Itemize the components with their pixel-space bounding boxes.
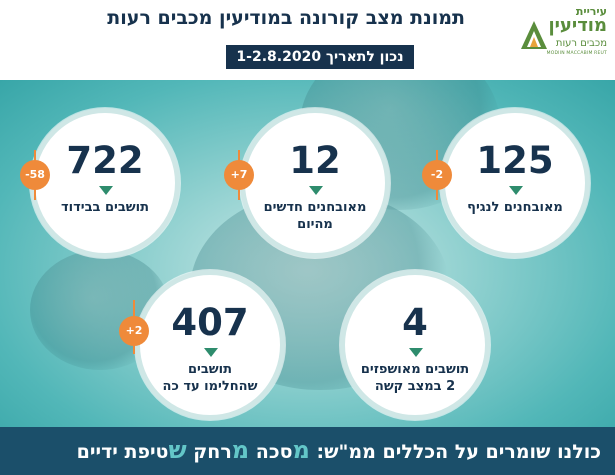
city-logo: עיריית מודיעין מכבים רעות MODIIN MACCABI… bbox=[521, 5, 611, 69]
logo-line-1: עיריית bbox=[575, 5, 607, 18]
stat-recovered: 407 תושבים שהחלימו עד כה bbox=[135, 270, 285, 420]
change-badge: +2 bbox=[119, 316, 149, 346]
city-emblem-icon bbox=[521, 21, 547, 49]
stat-label-line-2: 2 במצב קשה bbox=[374, 379, 456, 394]
footer-highlight-letter: מ bbox=[231, 436, 250, 464]
logo-line-4: MODIIN MACCABIM REUT bbox=[546, 51, 607, 56]
stat-label: מאובחנים חדשים מהיום bbox=[255, 199, 375, 233]
footer-highlight-letter: מ bbox=[292, 436, 310, 464]
stat-isolation: 722 תושבים בבידוד bbox=[30, 108, 180, 258]
stat-label-line-2: מהיום bbox=[297, 217, 333, 232]
change-badge: -58 bbox=[20, 160, 50, 190]
stat-label-line-1: תושבים מאושפזים bbox=[360, 362, 470, 377]
header: תמונת מצב קורונה במודיעין מכבים רעות נכו… bbox=[0, 0, 615, 80]
change-badge: -2 bbox=[422, 160, 452, 190]
down-marker-icon bbox=[204, 348, 218, 357]
change-badge: +7 bbox=[224, 160, 254, 190]
footer-slogan: כולנו שומרים על הכללים ממ"ש: מסכה מרחק ש… bbox=[77, 435, 601, 467]
footer-intro: כולנו שומרים על הכללים ממ"ש: bbox=[316, 441, 602, 463]
footer-banner: כולנו שומרים על הכללים ממ"ש: מסכה מרחק ש… bbox=[0, 427, 615, 475]
stat-label: תושבים מאושפזים 2 במצב קשה bbox=[355, 361, 475, 395]
stats-panel: 125 מאובחנים לנגיף -2 12 מאובחנים חדשים … bbox=[0, 80, 615, 427]
page-title: תמונת מצב קורונה במודיעין מכבים רעות bbox=[107, 7, 465, 29]
stat-active-cases: 125 מאובחנים לנגיף bbox=[440, 108, 590, 258]
stat-value: 4 bbox=[402, 301, 428, 344]
stat-new-cases: 12 מאובחנים חדשים מהיום bbox=[240, 108, 390, 258]
down-marker-icon bbox=[99, 186, 113, 195]
footer-word: טיפת ידיים bbox=[76, 441, 169, 463]
logo-line-2: מודיעין bbox=[548, 15, 607, 36]
footer-word: רחק bbox=[193, 441, 232, 463]
stat-value: 125 bbox=[476, 139, 554, 182]
stat-label: מאובחנים לנגיף bbox=[467, 200, 563, 215]
stat-value: 407 bbox=[171, 301, 249, 344]
stat-label-line-1: תושבים bbox=[187, 362, 232, 377]
down-marker-icon bbox=[509, 186, 523, 195]
footer-word: סכה bbox=[255, 441, 293, 463]
footer-highlight-letter: ש bbox=[168, 436, 187, 464]
date-banner: נכון לתאריך 1-2.8.2020 bbox=[226, 45, 414, 69]
stat-value: 12 bbox=[289, 139, 341, 182]
stat-label-line-1: מאובחנים חדשים bbox=[263, 200, 367, 215]
stat-hospitalized: 4 תושבים מאושפזים 2 במצב קשה bbox=[340, 270, 490, 420]
stat-value: 722 bbox=[66, 139, 144, 182]
stat-label: תושבים שהחלימו עד כה bbox=[150, 361, 270, 395]
stat-label-line-2: שהחלימו עד כה bbox=[162, 379, 258, 394]
logo-line-3: מכבים רעות bbox=[555, 38, 607, 49]
stat-label: תושבים בבידוד bbox=[61, 200, 149, 215]
down-marker-icon bbox=[309, 186, 323, 195]
down-marker-icon bbox=[409, 348, 423, 357]
